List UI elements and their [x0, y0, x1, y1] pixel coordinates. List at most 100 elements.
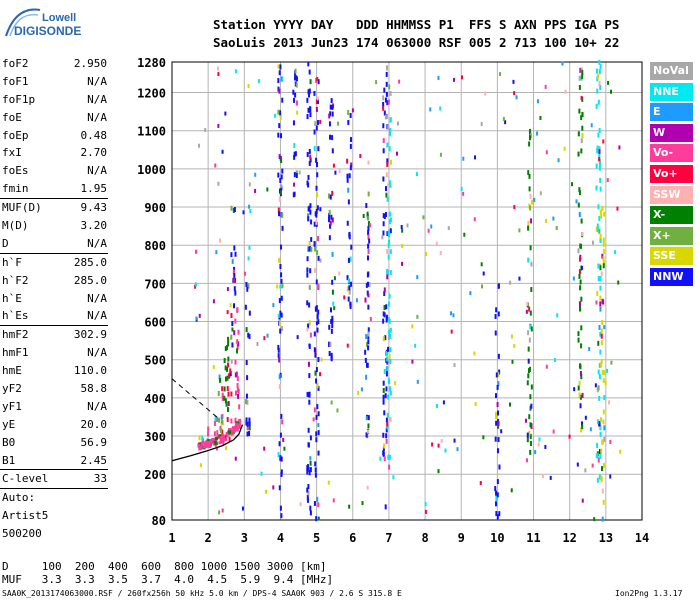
echo-point: [211, 437, 215, 441]
echo-point: [614, 250, 617, 255]
echo-point: [609, 440, 612, 445]
echo-point: [316, 205, 319, 211]
param-separator: [0, 252, 108, 254]
param-name: foEs: [2, 164, 29, 178]
echo-point: [385, 65, 388, 71]
echo-point: [609, 89, 612, 94]
echo-point: [231, 327, 234, 332]
param-value: N/A: [87, 346, 107, 360]
echo-point: [254, 188, 257, 193]
echo-point: [601, 369, 604, 375]
echo-point: [385, 427, 388, 433]
echo-point: [509, 280, 512, 285]
echo-point: [329, 341, 332, 347]
echo-point: [601, 516, 604, 522]
echo-point: [235, 423, 239, 427]
echo-point: [221, 149, 224, 154]
echo-point: [367, 339, 370, 345]
echo-point: [307, 213, 310, 219]
echo-point: [306, 391, 309, 397]
echo-point: [596, 290, 599, 296]
echo-point: [293, 151, 296, 157]
echo-point: [199, 463, 202, 468]
echo-point: [577, 202, 580, 208]
echo-point: [385, 186, 388, 192]
echo-point: [309, 467, 312, 473]
echo-point: [496, 479, 499, 485]
echo-point: [225, 401, 228, 407]
echo-point: [580, 115, 583, 121]
echo-point: [598, 421, 601, 427]
echo-point: [292, 97, 295, 103]
echo-point: [482, 271, 485, 276]
echo-point: [238, 404, 241, 410]
echo-point: [618, 145, 621, 150]
echo-point: [529, 245, 532, 251]
echo-point: [527, 225, 530, 231]
echo-point: [277, 78, 280, 84]
echo-point: [580, 374, 583, 380]
echo-point: [578, 269, 581, 275]
echo-point: [204, 128, 207, 133]
echo-point: [315, 321, 318, 326]
echo-point: [386, 366, 389, 372]
echo-point: [617, 280, 620, 285]
echo-point: [347, 119, 350, 125]
echo-point: [248, 310, 251, 316]
echo-point: [598, 146, 601, 152]
echo-point: [306, 327, 309, 332]
echo-point: [206, 439, 210, 443]
echo-point: [347, 278, 350, 284]
echo-point: [308, 399, 311, 405]
echo-point: [430, 224, 433, 229]
param-name: hmF2: [2, 328, 29, 342]
echo-point: [230, 432, 234, 436]
echo-point: [386, 424, 389, 430]
echo-point: [577, 131, 580, 137]
echo-point: [306, 497, 309, 503]
param-row: foF1p N/A: [0, 91, 110, 109]
echo-point: [233, 277, 236, 283]
echo-point: [365, 282, 368, 288]
echo-point: [536, 131, 539, 136]
echo-point: [388, 386, 391, 392]
echo-point: [424, 502, 427, 507]
legend-item: X-: [650, 206, 693, 225]
echo-point: [315, 77, 318, 83]
echo-point: [383, 87, 386, 93]
echo-point: [198, 447, 202, 451]
x-tick-label: 4: [277, 531, 284, 545]
echo-point: [368, 282, 371, 288]
echo-point: [280, 413, 283, 419]
echo-point: [602, 139, 605, 144]
echo-point: [237, 341, 240, 347]
echo-point: [319, 207, 322, 212]
echo-point: [595, 68, 598, 74]
param-name: yF2: [2, 382, 22, 396]
echo-point: [309, 510, 312, 516]
echo-point: [494, 486, 497, 492]
echo-point: [600, 333, 603, 339]
echo-point: [497, 421, 500, 427]
echo-point: [233, 330, 236, 336]
param-name: hmE: [2, 364, 22, 378]
echo-point: [313, 145, 316, 151]
echo-point: [388, 131, 391, 137]
echo-point: [292, 120, 295, 126]
echo-point: [600, 466, 603, 472]
param-row: foF1 N/A: [0, 73, 110, 91]
echo-point: [202, 444, 206, 448]
echo-point: [316, 162, 319, 168]
echo-point: [367, 331, 370, 337]
echo-point: [316, 314, 319, 320]
echo-point: [307, 216, 310, 222]
echo-point: [385, 371, 388, 377]
echo-point: [245, 417, 248, 423]
echo-point: [199, 445, 203, 449]
echo-point: [349, 112, 352, 118]
echo-point: [425, 252, 428, 257]
echo-point: [602, 263, 605, 269]
echo-point: [598, 324, 601, 330]
scaling-text: 500200: [2, 527, 42, 541]
echo-point: [245, 399, 248, 405]
